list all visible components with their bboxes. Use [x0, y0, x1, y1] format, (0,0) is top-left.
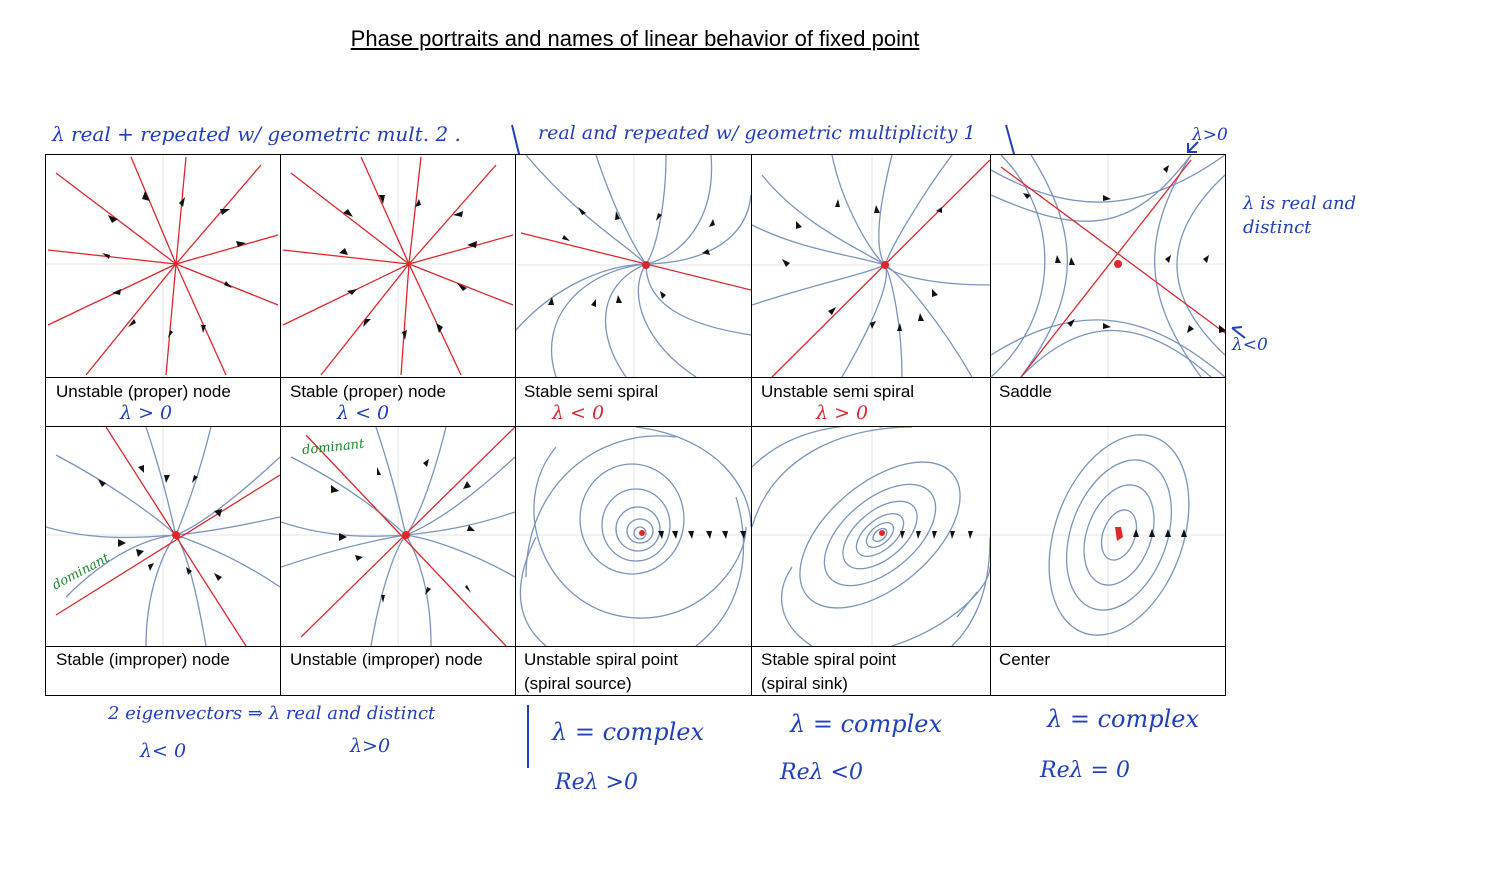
label-cell-2-5: Center: [990, 646, 1226, 696]
portrait-title: Stable spiral point: [761, 650, 897, 669]
note-repeated-mult2: λ real + repeated w/ geometric mult. 2 .: [52, 122, 461, 146]
portrait-saddle: [990, 154, 1226, 378]
note-complex-2: λ = complex: [790, 710, 943, 738]
portrait-center: [990, 426, 1226, 647]
portrait-title: Unstable (proper) node: [56, 382, 231, 401]
note-real-part-zero: Reλ = 0: [1040, 758, 1130, 783]
note-real-part-negative: Reλ <0: [780, 760, 863, 785]
eigenvalue-note: λ > 0: [816, 402, 869, 424]
portrait-stable-proper-node: [280, 154, 516, 378]
page-title: Phase portraits and names of linear beha…: [350, 26, 920, 51]
portrait-title: Unstable semi spiral: [761, 382, 915, 401]
portrait-unstable-semi-spiral: [751, 154, 991, 378]
portrait-stable-semi-spiral: [515, 154, 752, 378]
label-cell-1-5: Saddle: [990, 377, 1226, 427]
portrait-title: Saddle: [999, 382, 1052, 401]
portrait-title: Stable semi spiral: [524, 382, 659, 401]
portrait-subtitle: (spiral source): [524, 674, 632, 693]
phase-portrait-table: Unstable (proper) node λ > 0 Stable (pro…: [45, 154, 1226, 696]
portrait-stable-spiral-point: [751, 426, 991, 647]
label-cell-1-2: Stable (proper) node λ < 0: [280, 377, 516, 427]
portrait-title: Center: [999, 650, 1051, 669]
label-cell-1-3: Stable semi spiral λ < 0: [515, 377, 752, 427]
note-lambda-positive: λ>0: [350, 735, 391, 757]
eigenvalue-note: λ < 0: [337, 402, 390, 424]
label-cell-1-1: Unstable (proper) node λ > 0: [45, 377, 281, 427]
label-cell-2-2: Unstable (improper) node: [280, 646, 516, 696]
note-saddle-negative: λ<0: [1232, 335, 1268, 355]
portrait-unstable-spiral-point: [515, 426, 752, 647]
note-two-eigenvectors: 2 eigenvectors ⇒ λ real and distinct: [108, 703, 436, 724]
eigenvalue-note: λ > 0: [120, 402, 173, 424]
note-complex-3: λ = complex: [1047, 705, 1200, 733]
eigenvalue-note: λ < 0: [552, 402, 605, 424]
label-cell-2-1: Stable (improper) node: [45, 646, 281, 696]
portrait-unstable-proper-node: [45, 154, 281, 378]
portrait-title: Unstable (improper) node: [290, 650, 483, 669]
label-cell-1-4: Unstable semi spiral λ > 0: [751, 377, 991, 427]
note-complex-1: λ = complex: [552, 718, 705, 746]
portrait-title: Unstable spiral point: [524, 650, 679, 669]
portrait-title: Stable (proper) node: [290, 382, 446, 401]
note-repeated-mult1: real and repeated w/ geometric multiplic…: [538, 122, 976, 144]
portrait-stable-improper-node: [45, 426, 281, 647]
label-cell-2-4: Stable spiral point (spiral sink): [751, 646, 991, 696]
portrait-subtitle: (spiral sink): [761, 674, 848, 693]
portrait-unstable-improper-node: [280, 426, 516, 647]
portrait-title: Stable (improper) node: [56, 650, 230, 669]
note-real-part-positive: Reλ >0: [555, 770, 638, 795]
note-saddle-positive: λ>0: [1192, 125, 1228, 145]
label-cell-2-3: Unstable spiral point (spiral source): [515, 646, 752, 696]
note-lambda-negative: λ< 0: [140, 740, 187, 762]
note-real-distinct: λ is real and distinct: [1243, 193, 1357, 238]
